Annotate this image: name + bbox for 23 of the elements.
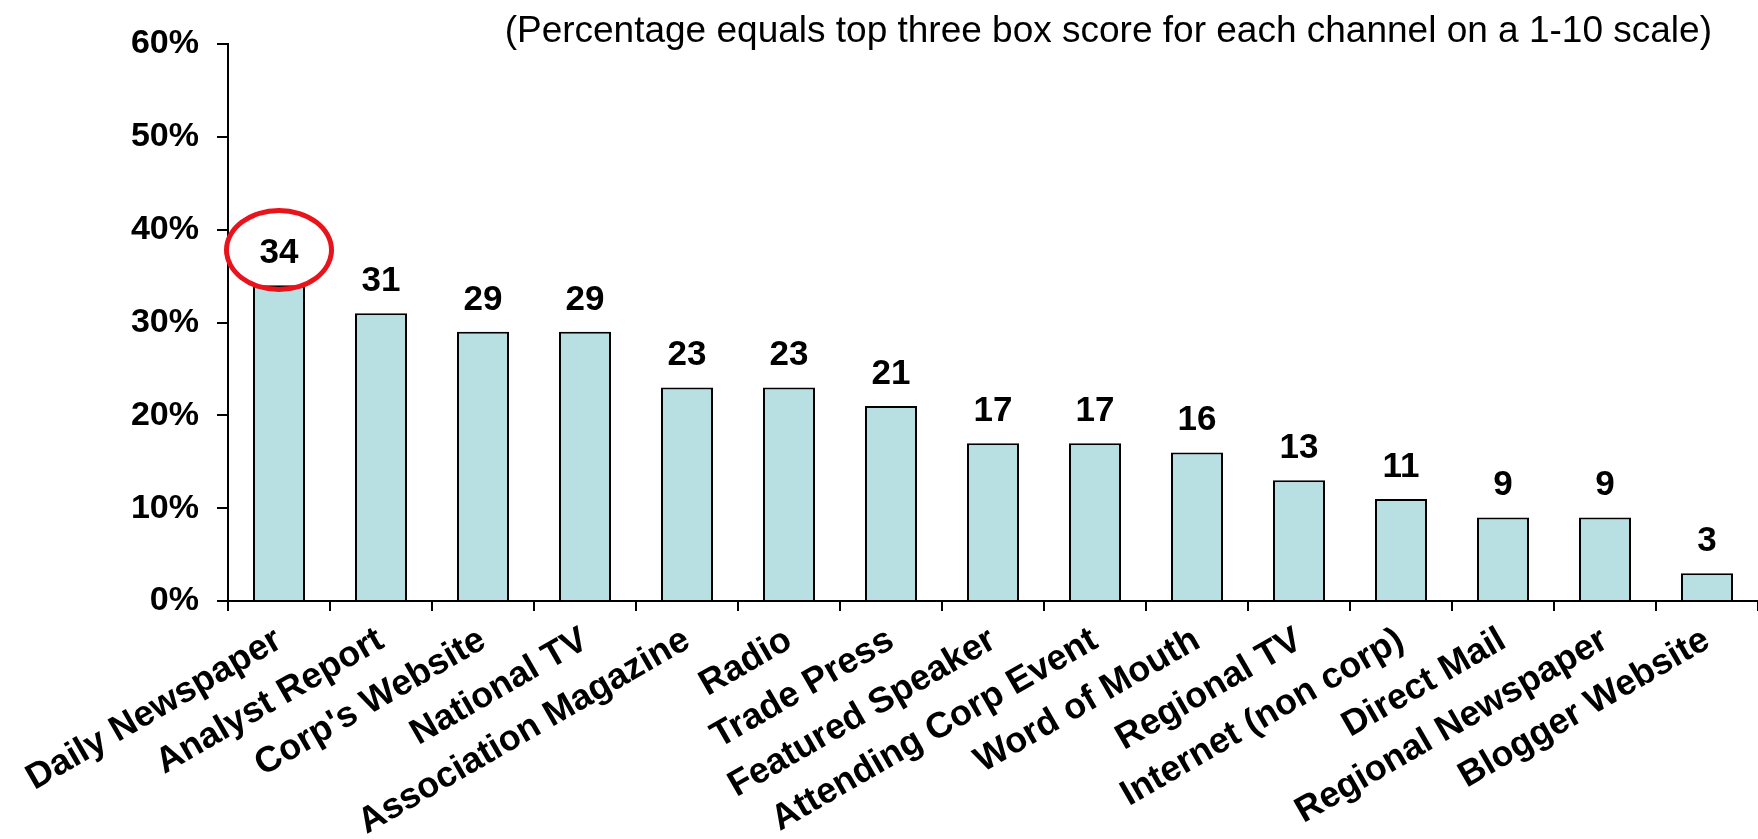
data-label: 16: [1177, 398, 1217, 438]
data-label: 3: [1697, 519, 1717, 559]
y-tick-label: 40%: [130, 208, 199, 247]
data-label: 17: [1075, 389, 1115, 429]
data-label: 23: [769, 333, 809, 373]
y-tick-label: 60%: [130, 22, 199, 61]
y-tick-label: 0%: [149, 579, 199, 618]
data-label: 11: [1382, 444, 1420, 484]
data-label: 21: [871, 352, 911, 392]
y-tick-label: 50%: [130, 115, 199, 154]
data-label: 13: [1279, 426, 1319, 466]
data-label: 29: [463, 277, 503, 317]
y-tick-label: 20%: [130, 393, 199, 432]
data-label: 31: [361, 259, 401, 299]
y-tick-label: 30%: [130, 300, 199, 339]
data-label: 23: [667, 333, 707, 373]
data-label: 9: [1595, 463, 1615, 503]
data-label: 9: [1493, 463, 1513, 503]
y-tick-label: 10%: [130, 486, 199, 525]
data-label: 17: [973, 389, 1013, 429]
data-label: 34: [259, 231, 299, 271]
chart-subtitle: (Percentage equals top three box score for each channel on a 1-10 scale): [504, 9, 1712, 50]
data-label: 29: [565, 277, 605, 317]
